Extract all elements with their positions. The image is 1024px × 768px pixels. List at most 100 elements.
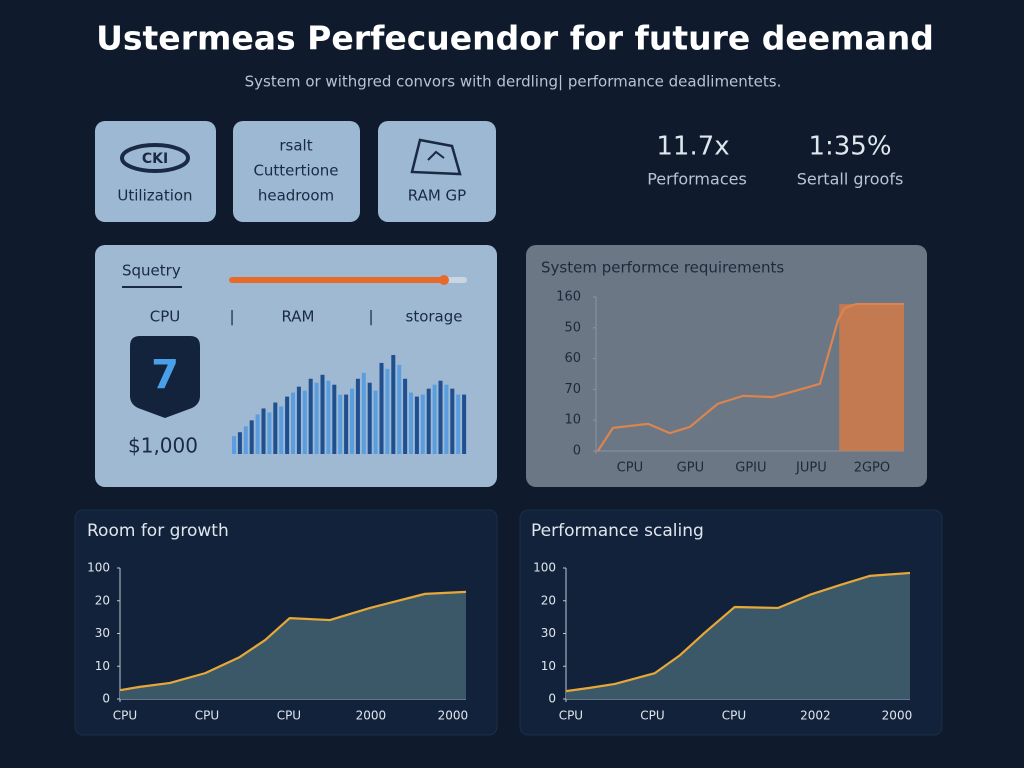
- x-tick-label: CPU: [559, 709, 583, 723]
- badge-value: 7: [151, 352, 179, 398]
- bar: [373, 390, 378, 454]
- y-tick-label: 30: [95, 626, 110, 640]
- page-subtitle: System or withgred convors with derdling…: [245, 73, 782, 91]
- highlight-bar: [839, 304, 904, 451]
- bar: [232, 436, 237, 454]
- card-icon: [410, 138, 462, 176]
- bar: [255, 414, 260, 454]
- y-tick-label: 70: [564, 382, 581, 397]
- bar: [273, 402, 278, 454]
- panel-title: Squetry: [122, 262, 181, 280]
- bar: [444, 384, 449, 454]
- bar: [432, 384, 437, 454]
- card-label: rsalt: [279, 137, 312, 155]
- stat-value: 11.7x: [656, 132, 729, 162]
- bar: [326, 380, 331, 454]
- bar: [285, 396, 290, 454]
- bar: [361, 372, 366, 454]
- bar: [403, 378, 408, 454]
- resource-label: CPU: [150, 308, 181, 326]
- line: [565, 571, 911, 693]
- bar: [249, 420, 254, 454]
- bar: [314, 382, 319, 454]
- usage-panel: [95, 245, 497, 487]
- x-tick-label: CPU: [722, 709, 746, 723]
- card-label: Utilization: [117, 187, 192, 205]
- page-title: Ustermeas Perfecuendor for future deeman…: [96, 19, 934, 58]
- bar: [379, 362, 384, 454]
- card-icon: [427, 150, 445, 161]
- bar: [367, 382, 372, 454]
- y-tick-label: 10: [541, 659, 556, 673]
- y-tick-label: 0: [548, 692, 556, 706]
- badge: [130, 336, 200, 418]
- x-tick-label: JUPU: [795, 461, 827, 476]
- y-tick-label: 10: [564, 413, 581, 428]
- bar: [462, 394, 467, 454]
- x-tick-label: CPU: [277, 709, 301, 723]
- bar-chart: [232, 355, 467, 454]
- y-tick-label: 100: [87, 561, 110, 575]
- y-tick-label: 60: [564, 351, 581, 366]
- y-tick-label: 20: [95, 593, 110, 607]
- bar: [296, 386, 301, 454]
- bar: [426, 388, 431, 454]
- chart-title: Performance scaling: [531, 521, 704, 541]
- card-label: RAM GP: [408, 187, 466, 205]
- x-tick-label: CPU: [195, 709, 219, 723]
- bar: [355, 378, 360, 454]
- card[interactable]: [378, 121, 496, 222]
- y-tick-label: 160: [556, 290, 581, 305]
- slider-knob[interactable]: [439, 275, 449, 285]
- chart-title: System performce requirements: [541, 259, 784, 277]
- y-tick-label: 20: [541, 593, 556, 607]
- card-icon: [120, 143, 190, 173]
- bar: [344, 394, 349, 454]
- x-tick-label: CPU: [617, 461, 643, 476]
- bar: [279, 406, 284, 454]
- bar: [243, 426, 248, 454]
- bar: [391, 355, 396, 454]
- separator: |: [368, 308, 373, 326]
- y-tick-label: 50: [564, 320, 581, 335]
- x-tick-label: 2002: [800, 709, 831, 723]
- chart-title: Room for growth: [87, 521, 229, 541]
- card[interactable]: [233, 121, 360, 222]
- line: [119, 590, 467, 692]
- bar: [414, 396, 419, 454]
- x-tick-label: GPIU: [735, 461, 766, 476]
- bar: [350, 388, 355, 454]
- resource-label: RAM: [281, 308, 314, 326]
- bar: [438, 380, 443, 454]
- bar: [308, 378, 313, 454]
- stat-value: 1:35%: [808, 132, 891, 162]
- bar: [332, 384, 337, 454]
- y-tick-label: 0: [102, 692, 110, 706]
- price: $1,000: [128, 434, 198, 458]
- area: [566, 572, 910, 699]
- y-tick-label: 30: [541, 626, 556, 640]
- bar: [291, 392, 296, 454]
- area: [120, 591, 466, 699]
- bar: [420, 394, 425, 454]
- card-label: Cuttertione: [253, 162, 338, 180]
- x-tick-label: 2GPO: [854, 461, 890, 476]
- y-tick-label: 100: [533, 561, 556, 575]
- resource-label: storage: [406, 308, 463, 326]
- x-tick-label: 2000: [882, 709, 913, 723]
- bar: [397, 364, 402, 454]
- x-tick-label: CPU: [640, 709, 664, 723]
- card-label: headroom: [258, 187, 334, 205]
- bar: [267, 412, 272, 454]
- stat-label: Sertall groofs: [797, 170, 904, 189]
- bar: [450, 388, 455, 454]
- stat-label: Performaces: [647, 170, 747, 189]
- bar: [320, 374, 325, 454]
- line: [596, 302, 904, 452]
- bar: [385, 368, 390, 454]
- x-tick-label: CPU: [113, 709, 137, 723]
- bar: [302, 390, 307, 454]
- y-tick-label: 10: [95, 659, 110, 673]
- x-tick-label: GPU: [677, 461, 704, 476]
